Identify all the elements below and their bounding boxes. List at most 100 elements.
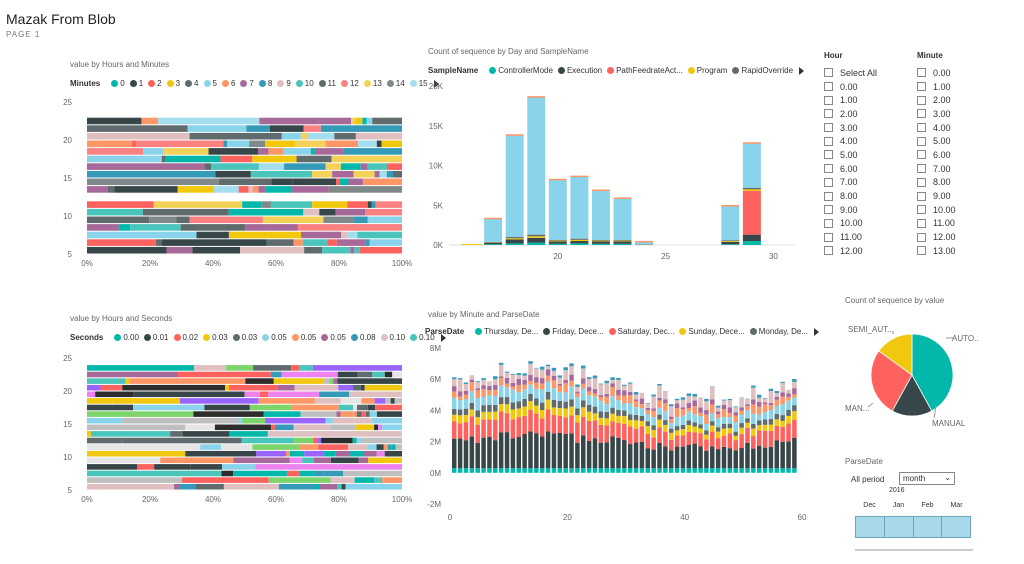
legend-item[interactable]: PathFeedrateAct... [602, 66, 683, 75]
legend-item[interactable]: Sunday, Dece... [674, 327, 745, 336]
checkbox-icon[interactable] [824, 68, 833, 78]
checkbox-icon[interactable] [824, 123, 833, 133]
month-cell[interactable] [856, 517, 885, 537]
legend-item[interactable]: ControllerMode [484, 66, 553, 75]
checkbox-icon[interactable] [917, 191, 926, 201]
slicer-item[interactable]: 13.00 [917, 244, 956, 258]
legend-item[interactable]: 3 [162, 79, 180, 88]
slicer-item[interactable]: 7.00 [824, 176, 877, 190]
legend-item[interactable]: Saturday, Dec... [604, 327, 674, 336]
slicer-item[interactable]: 5.00 [824, 148, 877, 162]
legend-next-arrow-icon[interactable] [813, 327, 819, 336]
checkbox-icon[interactable] [917, 246, 926, 256]
date-range-bar[interactable] [855, 516, 971, 538]
slicer-item[interactable]: 8.00 [917, 176, 956, 190]
checkbox-icon[interactable] [824, 177, 833, 187]
slicer-item[interactable]: 3.00 [917, 107, 956, 121]
legend-item[interactable]: 2 [143, 79, 162, 88]
legend-item[interactable]: Monday, De... [745, 327, 808, 336]
slicer-item[interactable]: 7.00 [917, 162, 956, 176]
slicer-item[interactable]: 8.00 [824, 189, 877, 203]
legend-next-arrow-icon[interactable] [433, 79, 439, 88]
slicer-item[interactable]: 5.00 [917, 134, 956, 148]
timeline-scrollbar[interactable] [855, 549, 973, 551]
checkbox-icon[interactable] [917, 164, 926, 174]
checkbox-icon[interactable] [824, 191, 833, 201]
checkbox-icon[interactable] [824, 232, 833, 242]
slicer-item[interactable]: 2.00 [824, 107, 877, 121]
checkbox-icon[interactable] [824, 218, 833, 228]
checkbox-icon[interactable] [824, 95, 833, 105]
checkbox-icon[interactable] [917, 218, 926, 228]
slicer-item[interactable]: 12.00 [824, 244, 877, 258]
slicer-item[interactable]: 12.00 [917, 230, 956, 244]
checkbox-icon[interactable] [917, 123, 926, 133]
legend-next-arrow-icon[interactable] [799, 66, 805, 75]
month-cell[interactable] [914, 517, 943, 537]
visual3-chart[interactable]: 20K 15K 10K 5K 0K 20 25 30 [415, 78, 805, 268]
page-label[interactable]: PAGE 1 [6, 30, 41, 39]
granularity-dropdown[interactable]: month ⌄ [899, 472, 955, 485]
checkbox-icon[interactable] [917, 150, 926, 160]
legend-next-arrow-icon[interactable] [440, 333, 446, 342]
legend-item[interactable]: 0.03 [228, 333, 257, 342]
slicer-item[interactable]: 4.00 [917, 121, 956, 135]
checkbox-icon[interactable] [917, 177, 926, 187]
legend-item[interactable]: 13 [359, 79, 382, 88]
visual1-chart[interactable]: 25 20 15 10 5 0% 20% 40% 60% 80% 100% [62, 94, 412, 272]
pie-chart[interactable]: SEMI_AUT... AUTO... MAN... MANUAL [838, 318, 978, 433]
slicer-item[interactable]: 2.00 [917, 93, 956, 107]
slicer-item[interactable]: 4.00 [824, 134, 877, 148]
slicer-item[interactable]: 10.00 [917, 203, 956, 217]
checkbox-icon[interactable] [917, 136, 926, 146]
slicer-item[interactable]: 1.00 [917, 80, 956, 94]
legend-item[interactable]: Execution [553, 66, 602, 75]
visual2-chart[interactable]: 25 20 15 10 5 0% 20% 40% 60% 80% 100% [62, 350, 412, 510]
legend-item[interactable]: 0.01 [139, 333, 169, 342]
slicer-item[interactable]: 6.00 [917, 148, 956, 162]
checkbox-icon[interactable] [824, 136, 833, 146]
month-cell[interactable] [885, 517, 914, 537]
slicer-item[interactable]: 0.00 [824, 80, 877, 94]
legend-item[interactable]: 0.02 [169, 333, 198, 342]
slicer-item[interactable]: 9.00 [917, 189, 956, 203]
legend-item[interactable]: RapidOverride [727, 66, 793, 75]
legend-item[interactable]: 0.10 [405, 333, 435, 342]
legend-item[interactable]: 0.10 [376, 333, 405, 342]
legend-item[interactable]: 12 [336, 79, 359, 88]
slicer-item[interactable]: 10.00 [824, 217, 877, 231]
legend-item[interactable]: 6 [217, 79, 235, 88]
legend-item[interactable]: 9 [272, 79, 291, 88]
legend-item[interactable]: 0.05 [287, 333, 316, 342]
legend-item[interactable]: 0 [106, 79, 125, 88]
legend-item[interactable]: 15 [405, 79, 428, 88]
slicer-item[interactable]: 0.00 [917, 66, 956, 80]
checkbox-icon[interactable] [824, 246, 833, 256]
legend-item[interactable]: Friday, Dece... [538, 327, 604, 336]
legend-item[interactable]: 8 [254, 79, 272, 88]
legend-item[interactable]: 14 [382, 79, 405, 88]
checkbox-icon[interactable] [824, 164, 833, 174]
legend-item[interactable]: 1 [125, 79, 143, 88]
slicer-item[interactable]: 9.00 [824, 203, 877, 217]
checkbox-icon[interactable] [824, 82, 833, 92]
legend-item[interactable]: 0.00 [109, 333, 139, 342]
legend-item[interactable]: 0.03 [198, 333, 228, 342]
checkbox-icon[interactable] [824, 205, 833, 215]
visual4-chart[interactable]: 8M 6M 4M 2M 0M -2M 0 20 40 60 [415, 340, 810, 525]
checkbox-icon[interactable] [824, 150, 833, 160]
checkbox-icon[interactable] [824, 109, 833, 119]
checkbox-icon[interactable] [917, 232, 926, 242]
checkbox-icon[interactable] [917, 205, 926, 215]
legend-item[interactable]: Program [683, 66, 727, 75]
slicer-item[interactable]: 11.00 [824, 230, 877, 244]
legend-item[interactable]: 0.05 [257, 333, 287, 342]
checkbox-icon[interactable] [917, 109, 926, 119]
slicer-item[interactable]: 6.00 [824, 162, 877, 176]
legend-item[interactable]: 5 [199, 79, 217, 88]
legend-item[interactable]: 11 [314, 79, 336, 88]
slicer-item[interactable]: 11.00 [917, 217, 956, 231]
month-cell[interactable] [942, 517, 970, 537]
slicer-item[interactable]: 3.00 [824, 121, 877, 135]
checkbox-icon[interactable] [917, 95, 926, 105]
